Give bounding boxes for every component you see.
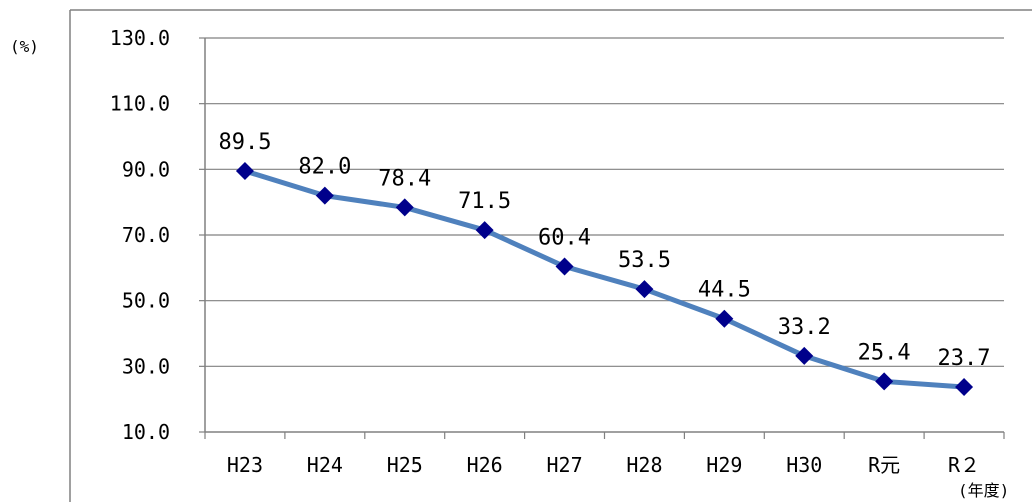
x-tick-label: H29 [706, 453, 742, 477]
data-point [875, 372, 894, 391]
y-tick-label: 70.0 [122, 223, 170, 247]
data-point [475, 221, 494, 240]
x-tick-label: H28 [626, 453, 662, 477]
data-label: 25.4 [858, 340, 911, 365]
y-tick-label: 130.0 [110, 26, 170, 50]
data-labels: 89.5 82.0 78.4 71.5 60.4 53.5 44.5 33.2 25.4 23.7 [218, 130, 990, 371]
data-label: 71.5 [458, 189, 511, 214]
y-tick-label: 50.0 [122, 289, 170, 313]
data-label: 78.4 [378, 166, 431, 191]
data-label: 53.5 [618, 248, 671, 273]
data-label: 44.5 [698, 278, 751, 303]
x-tick-label: R元 [868, 453, 900, 477]
x-tick-label: H26 [467, 453, 503, 477]
series [235, 161, 974, 397]
y-tick-label: 90.0 [122, 157, 170, 181]
x-tick-labels: H23 H24 H25 H26 H27 H28 H29 H30 R元 R２ [227, 453, 980, 477]
x-tick-label: H30 [786, 453, 822, 477]
data-point [315, 186, 334, 205]
y-tick-label: 110.0 [110, 92, 170, 116]
chart-frame [69, 9, 1032, 502]
y-tick-label: 30.0 [122, 354, 170, 378]
y-tick-labels: 10.0 30.0 50.0 70.0 90.0 110.0 130.0 [110, 26, 170, 444]
data-label: 60.4 [538, 226, 591, 251]
x-tick-label: H25 [387, 453, 423, 477]
data-label: 89.5 [218, 130, 271, 155]
series-line [242, 168, 967, 390]
gridlines [205, 37, 1004, 367]
data-point [555, 257, 574, 276]
x-tick-label: H24 [307, 453, 343, 477]
data-point [635, 280, 654, 299]
y-axis-unit-label: (%) [10, 37, 39, 56]
data-label: 23.7 [938, 346, 991, 371]
data-point [795, 346, 814, 365]
x-tick-label: H23 [227, 453, 263, 477]
data-label: 33.2 [778, 315, 831, 340]
axes [199, 37, 1005, 439]
y-tick-label: 10.0 [122, 420, 170, 444]
x-tick-label: R２ [948, 453, 980, 477]
data-point [235, 161, 254, 180]
data-point [395, 198, 414, 217]
x-axis-unit-label: (年度) [958, 481, 1009, 500]
data-point [955, 378, 974, 397]
x-tick-label: H27 [546, 453, 582, 477]
data-point [715, 309, 734, 328]
data-label: 82.0 [298, 155, 351, 180]
